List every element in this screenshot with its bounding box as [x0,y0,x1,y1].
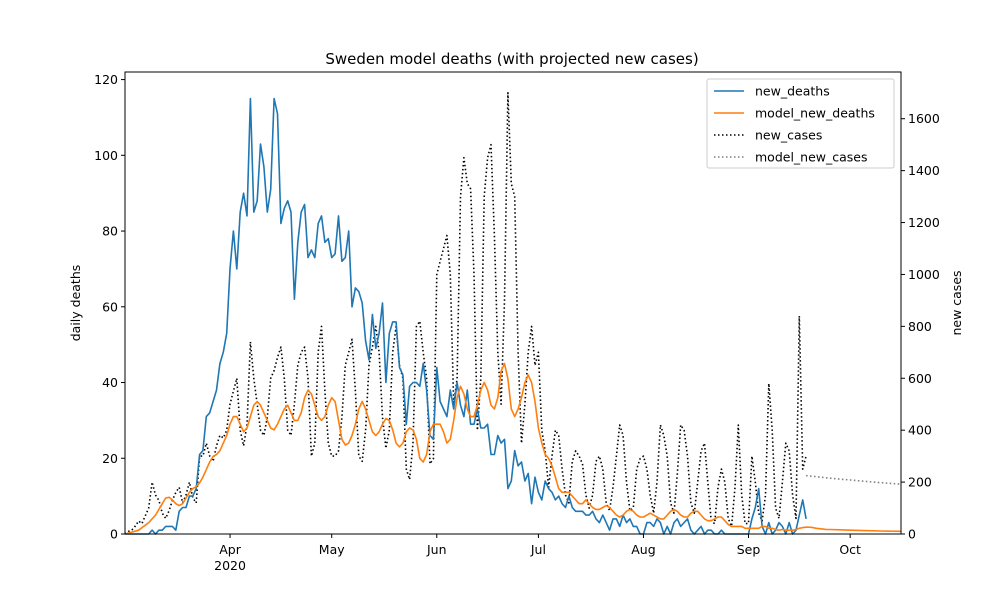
series-line-model-new-cases [806,474,902,485]
y-tick-label: 60 [102,299,118,314]
x-tick-label: Oct [839,542,861,557]
y-tick-label: 80 [102,224,118,239]
x-tick-label: Apr [219,542,241,557]
x-tick-label: Jul [530,542,546,557]
y-tick-label: 120 [94,72,118,87]
y-right-tick-label: 0 [908,527,916,542]
legend-label: new_cases [755,128,822,143]
legend-label: new_deaths [755,84,830,99]
y-axis-label: daily deaths [68,265,83,342]
y-tick-label: 0 [110,527,118,542]
y-tick-label: 100 [94,148,118,163]
y-right-tick-label: 800 [908,319,932,334]
legend-label: model_new_deaths [755,106,875,121]
y-right-tick-label: 200 [908,475,932,490]
x-tick-label: Sep [737,542,761,557]
y-right-tick-label: 600 [908,371,932,386]
legend: new_deaths model_new_deaths new_casesmodel… [706,78,895,169]
plot-frame [124,71,902,535]
series-line-model-new-deaths [124,362,902,535]
legend-frame [706,78,895,169]
x-tick-sublabel: 2020 [214,558,246,573]
x-tick-label: May [319,542,345,557]
y-right-tick-label: 1000 [908,267,940,282]
legend-label: model_new_cases [755,150,868,165]
y-right-tick-label: 1200 [908,215,940,230]
left-axis: 0 20 40 60 80 100 120 [94,72,125,542]
series-layer [124,92,902,535]
chart-title: Sweden model deaths (with projected new … [325,50,698,68]
y-right-tick-label: 400 [908,423,932,438]
y-tick-label: 40 [102,375,118,390]
y-axis-right-label: new cases [949,270,964,335]
series-line-new-deaths [125,97,807,535]
right-axis: 0 200 400 600 800 1000 1200 1400 1600 [901,111,940,542]
y-tick-label: 20 [102,451,118,466]
y-right-tick-label: 1400 [908,163,940,178]
y-right-tick-label: 1600 [908,111,940,126]
x-tick-label: Jun [426,542,447,557]
x-tick-label: Aug [631,542,655,557]
